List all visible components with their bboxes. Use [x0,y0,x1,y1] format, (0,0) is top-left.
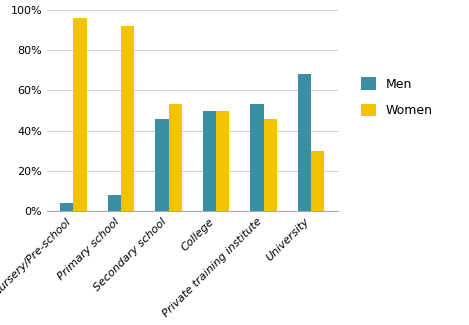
Bar [311,151,325,211]
Bar [264,119,277,211]
Legend: Men, Women: Men, Women [356,72,438,122]
Bar [298,74,311,211]
Bar [108,195,121,211]
Bar [250,104,264,211]
Bar [121,26,134,211]
Bar [168,104,182,211]
Bar [60,203,74,211]
Bar [216,111,229,211]
Bar [155,119,168,211]
Bar [203,111,216,211]
Bar [74,18,87,211]
